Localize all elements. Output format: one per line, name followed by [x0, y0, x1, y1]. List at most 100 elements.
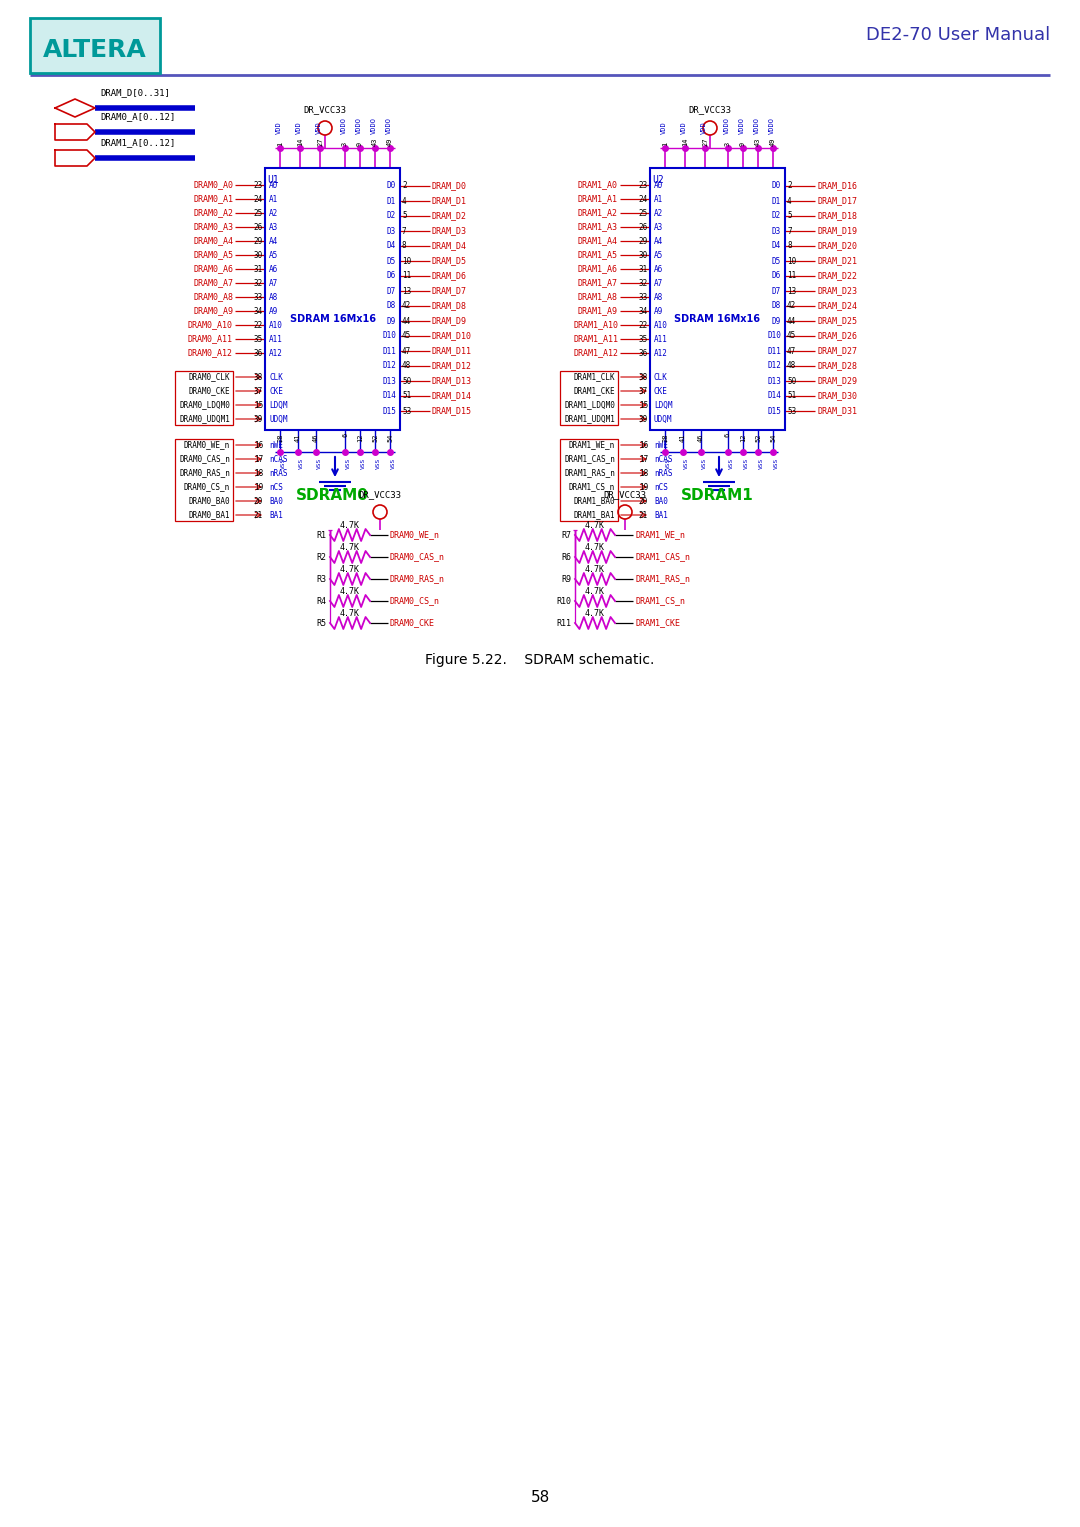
Text: 9: 9: [740, 142, 746, 147]
Text: DRAM0_CLK: DRAM0_CLK: [188, 373, 230, 382]
Text: 30: 30: [638, 250, 648, 260]
Text: DRAM_D9: DRAM_D9: [432, 316, 467, 325]
Text: 36: 36: [638, 348, 648, 357]
Text: 52: 52: [372, 434, 378, 441]
Text: SDRAM 16Mx16: SDRAM 16Mx16: [289, 315, 376, 324]
Text: DRAM1_RAS_n: DRAM1_RAS_n: [635, 574, 690, 583]
Text: A10: A10: [654, 321, 667, 330]
Text: 4.7K: 4.7K: [340, 522, 360, 530]
Text: DRAM0_A9: DRAM0_A9: [193, 307, 233, 316]
Text: 17: 17: [638, 455, 648, 464]
Text: VSS: VSS: [391, 458, 396, 469]
Text: 43: 43: [755, 137, 761, 147]
Text: 53: 53: [787, 406, 796, 415]
Text: DRAM_D21: DRAM_D21: [816, 257, 858, 266]
Text: 4: 4: [402, 197, 407, 206]
Text: 22: 22: [638, 321, 648, 330]
Text: 25: 25: [254, 209, 264, 217]
Text: DRAM1_WE_n: DRAM1_WE_n: [635, 530, 685, 539]
Text: DRAM0_CS_n: DRAM0_CS_n: [184, 483, 230, 492]
Text: 37: 37: [254, 386, 264, 395]
Text: DRAM_D[0..31]: DRAM_D[0..31]: [100, 89, 170, 98]
Text: 6: 6: [342, 434, 348, 437]
Text: VSS: VSS: [759, 458, 764, 469]
Text: 16: 16: [638, 440, 648, 449]
Text: DRAM0_A7: DRAM0_A7: [193, 278, 233, 287]
Text: 17: 17: [254, 455, 264, 464]
Text: CLK: CLK: [654, 373, 667, 382]
Text: 35: 35: [638, 334, 648, 344]
Text: 36: 36: [254, 348, 264, 357]
Text: DRAM0_CKE: DRAM0_CKE: [390, 618, 435, 628]
Text: DRAM1_A9: DRAM1_A9: [578, 307, 618, 316]
Text: DRAM0_A6: DRAM0_A6: [193, 264, 233, 273]
Text: CKE: CKE: [654, 386, 667, 395]
Text: 41: 41: [680, 434, 686, 441]
Text: VDD: VDD: [276, 121, 282, 134]
Text: D15: D15: [382, 406, 396, 415]
Text: VDDO: VDDO: [372, 118, 377, 134]
Text: 48: 48: [402, 362, 411, 371]
Text: VSS: VSS: [318, 458, 322, 469]
Text: R11: R11: [556, 618, 571, 628]
Text: DR_VCC33: DR_VCC33: [303, 105, 347, 115]
Text: 19: 19: [254, 483, 264, 492]
Text: DRAM_D4: DRAM_D4: [432, 241, 467, 250]
Text: 49: 49: [387, 137, 393, 147]
Text: DRAM0_A0: DRAM0_A0: [193, 180, 233, 189]
Text: DRAM_D1: DRAM_D1: [432, 197, 467, 206]
Text: VDDO: VDDO: [356, 118, 362, 134]
Text: 5: 5: [402, 212, 407, 220]
Text: R2: R2: [316, 553, 326, 562]
Text: DRAM1_BA0: DRAM1_BA0: [573, 496, 615, 505]
Text: DRAM0_A11: DRAM0_A11: [188, 334, 233, 344]
Text: 7: 7: [402, 226, 407, 235]
Text: 9: 9: [357, 142, 363, 147]
Text: 18: 18: [254, 469, 264, 478]
Text: 12: 12: [740, 434, 746, 441]
Text: DRAM1_CS_n: DRAM1_CS_n: [569, 483, 615, 492]
Text: 43: 43: [372, 137, 378, 147]
Text: 1: 1: [662, 142, 669, 147]
Text: D12: D12: [767, 362, 781, 371]
Text: nCAS: nCAS: [269, 455, 287, 464]
Text: 4.7K: 4.7K: [585, 544, 605, 553]
Text: 42: 42: [402, 301, 411, 310]
Text: D11: D11: [382, 347, 396, 356]
Text: D6: D6: [772, 272, 781, 281]
Text: A3: A3: [654, 223, 663, 232]
Text: 3: 3: [725, 142, 731, 147]
Text: D8: D8: [387, 301, 396, 310]
Text: 39: 39: [638, 414, 648, 423]
Text: nCAS: nCAS: [654, 455, 673, 464]
Text: DRAM0_CKE: DRAM0_CKE: [188, 386, 230, 395]
Text: DRAM1_A0: DRAM1_A0: [578, 180, 618, 189]
Text: D9: D9: [772, 316, 781, 325]
Text: A9: A9: [654, 307, 663, 316]
Text: DRAM0_CS_n: DRAM0_CS_n: [390, 597, 440, 606]
Text: 46: 46: [698, 434, 704, 441]
Text: 4.7K: 4.7K: [585, 609, 605, 618]
Text: D1: D1: [387, 197, 396, 206]
Text: 35: 35: [254, 334, 264, 344]
Text: D14: D14: [767, 391, 781, 400]
Text: 38: 38: [638, 373, 648, 382]
Text: D2: D2: [387, 212, 396, 220]
Text: D5: D5: [387, 257, 396, 266]
Text: DRAM1_CKE: DRAM1_CKE: [635, 618, 680, 628]
Text: D5: D5: [772, 257, 781, 266]
Text: nWE: nWE: [269, 440, 283, 449]
Text: D1: D1: [772, 197, 781, 206]
Text: 48: 48: [787, 362, 796, 371]
Text: A6: A6: [269, 264, 279, 273]
Text: DRAM1_CKE: DRAM1_CKE: [573, 386, 615, 395]
Text: A0: A0: [269, 180, 279, 189]
Text: nRAS: nRAS: [654, 469, 673, 478]
Text: DRAM_D18: DRAM_D18: [816, 212, 858, 220]
Text: 34: 34: [254, 307, 264, 316]
Text: 54: 54: [387, 434, 393, 441]
Text: 4.7K: 4.7K: [340, 565, 360, 574]
Text: 49: 49: [770, 137, 777, 147]
Text: A7: A7: [654, 278, 663, 287]
Text: D4: D4: [772, 241, 781, 250]
